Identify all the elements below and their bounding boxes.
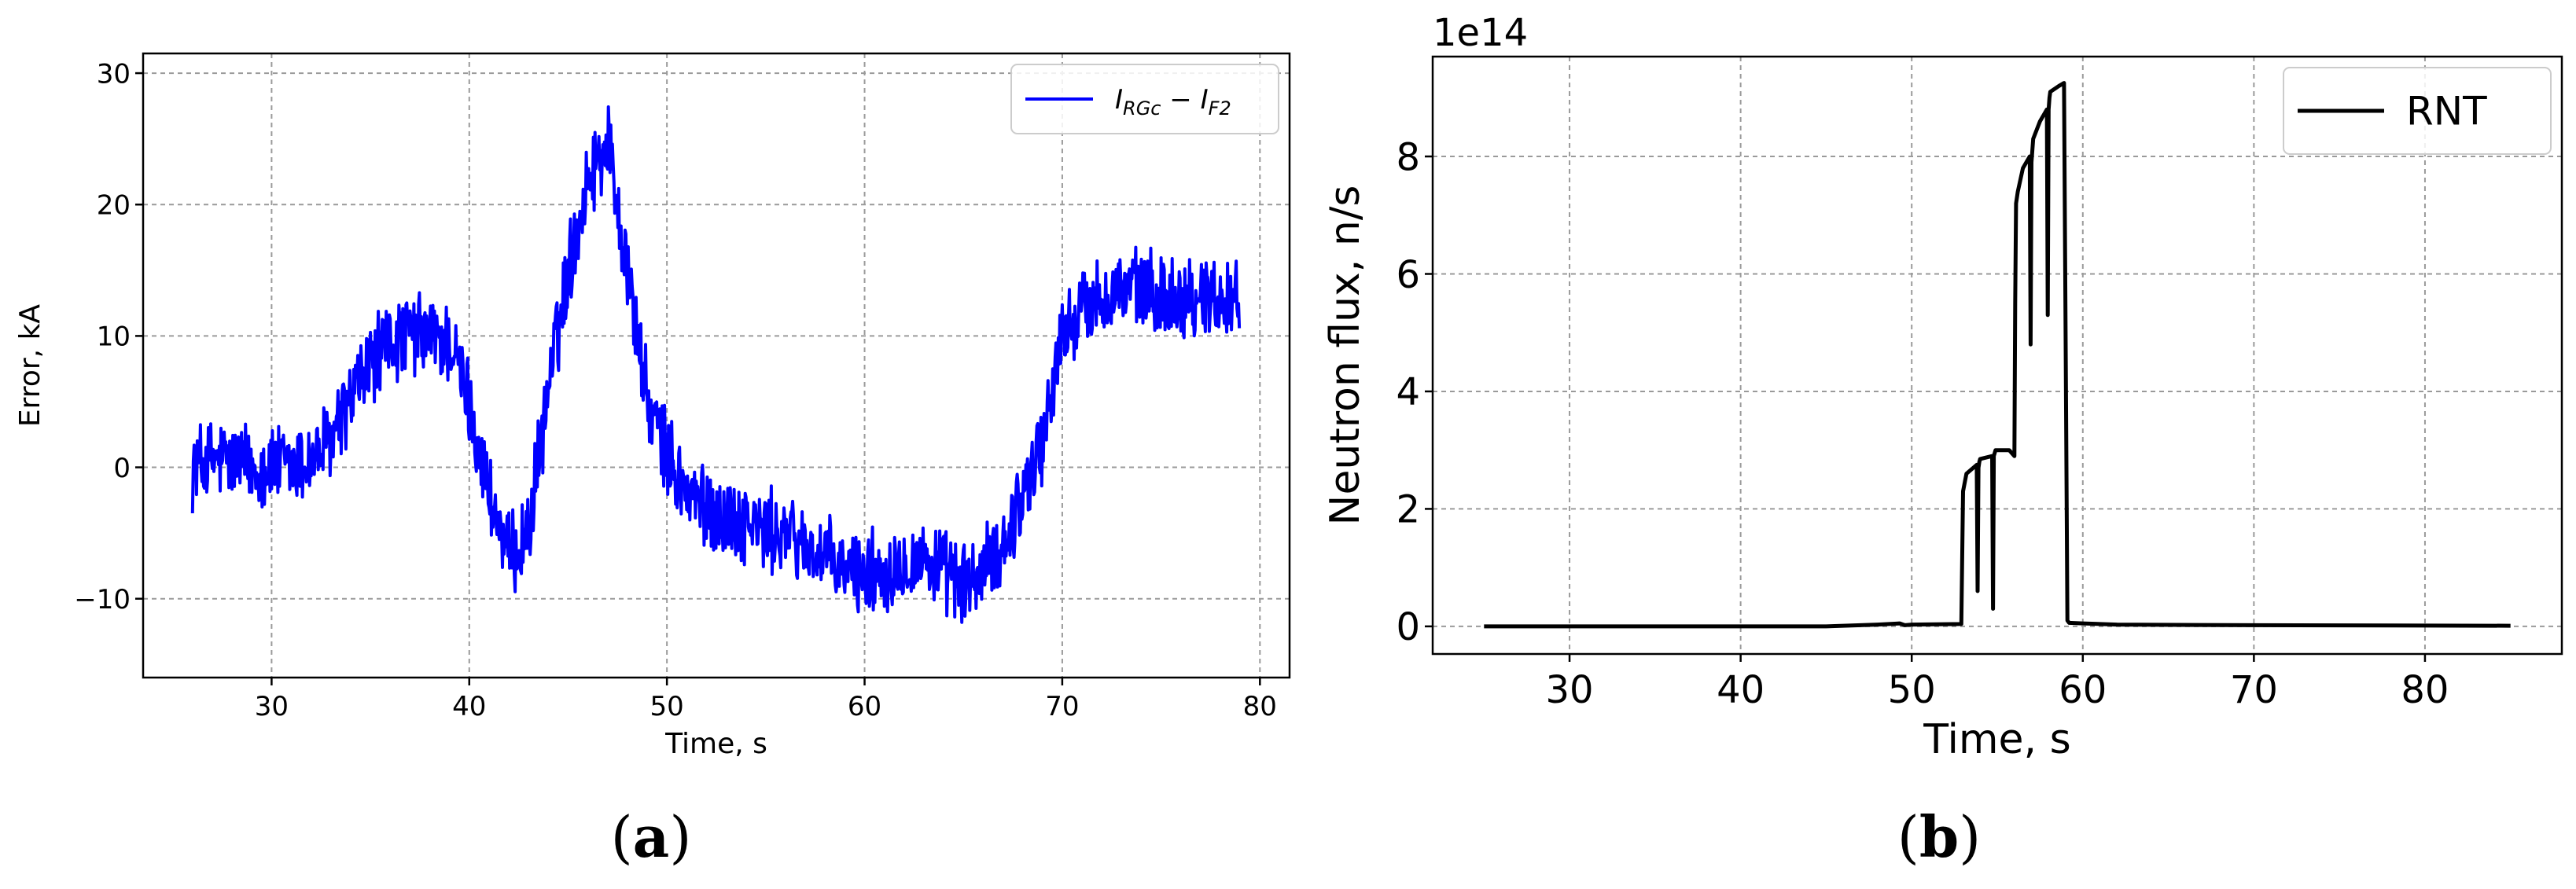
y-tick-label: 2 [1396, 488, 1420, 532]
legend-box-b [2283, 67, 2552, 155]
x-tick-label: 50 [650, 691, 684, 722]
y-tick-label: 4 [1396, 370, 1420, 414]
legend-label-b: RNT [2406, 89, 2487, 134]
legend-label-a-part1: I [1115, 84, 1123, 116]
y-axis-label-a: Error, kA [14, 304, 46, 427]
x-tick-label: 60 [848, 691, 881, 722]
plot-frame-b [1431, 55, 2563, 656]
x-tick-label: 70 [2230, 668, 2278, 712]
y-tick-label: 0 [1396, 605, 1420, 649]
y-tick-label: 20 [97, 189, 131, 221]
y-tick-label: 30 [97, 58, 131, 90]
grid-a [143, 53, 1290, 678]
legend-label-a-part2: I [1201, 84, 1209, 116]
y-scale-exponent-b: 1e14 [1433, 11, 1528, 55]
legend-label-a: IRGc − IF2 [1115, 84, 1231, 119]
grid-b [1433, 57, 2562, 654]
x-tick-label: 70 [1045, 691, 1079, 722]
ticks-b: 30 40 50 60 70 80 0 2 4 6 8 [1396, 135, 2449, 712]
x-tick-label: 40 [1717, 668, 1765, 712]
legend-a: IRGc − IF2 [1010, 64, 1279, 134]
caption-b: (b) [1897, 803, 1982, 870]
x-tick-label: 30 [1546, 668, 1594, 712]
x-tick-label: 40 [452, 691, 486, 722]
x-axis-label-a: Time, s [664, 728, 767, 760]
legend-label-a-minus: − [1161, 84, 1201, 116]
series-line [1484, 81, 2511, 629]
x-tick-label: 80 [2401, 668, 2449, 712]
x-tick-label: 60 [2059, 668, 2107, 712]
legend-label-a-sub1: RGc [1123, 97, 1161, 119]
y-tick-label: 0 [113, 453, 131, 484]
y-tick-label: 8 [1396, 135, 1420, 179]
x-axis-label-b: Time, s [1923, 716, 2070, 763]
ticks-a: 30 40 50 60 70 80 −10 0 10 20 30 [74, 58, 1277, 722]
legend-label-a-sub2: F2 [1209, 97, 1231, 119]
legend-box-a [1010, 64, 1279, 134]
series-line [190, 105, 1242, 624]
y-axis-label-b: Neutron flux, n/s [1322, 186, 1369, 526]
chart-panel-b: 30 40 50 60 70 80 0 2 4 6 8 Time, s Neutron flux, … [1322, 11, 2563, 763]
legend-b: RNT [2283, 67, 2552, 155]
caption-b-letter: b [1919, 803, 1959, 870]
x-tick-label: 30 [255, 691, 289, 722]
chart-panel-a: 30 40 50 60 70 80 −10 0 10 20 30 Time, s Error, kA… [14, 52, 1291, 760]
series-b [1484, 81, 2511, 629]
series-a [190, 105, 1242, 624]
plot-frame-a [142, 52, 1291, 679]
y-tick-label: 6 [1396, 253, 1420, 297]
y-tick-label: −10 [74, 584, 131, 615]
caption-a-letter: a [633, 803, 670, 870]
y-tick-label: 10 [97, 321, 131, 353]
x-tick-label: 80 [1243, 691, 1277, 722]
caption-a: (a) [611, 803, 692, 870]
x-tick-label: 50 [1888, 668, 1936, 712]
